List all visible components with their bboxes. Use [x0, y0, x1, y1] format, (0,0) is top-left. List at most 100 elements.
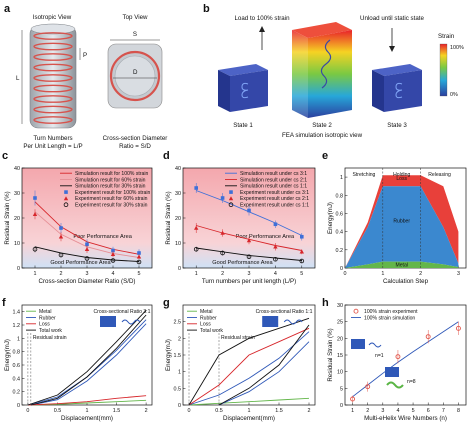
panel-label: g	[163, 297, 170, 309]
legend-entry: Simulation result under cs 2:1	[240, 177, 307, 183]
loss-area	[345, 175, 459, 268]
metal-area	[345, 261, 459, 268]
data-point	[110, 258, 116, 263]
colorbar-max: 100%	[450, 45, 464, 51]
data-point	[136, 259, 142, 265]
colorbar-min: 0%	[450, 92, 458, 98]
y-tick-label: 1.5	[174, 353, 182, 359]
panel-label: h	[322, 297, 329, 309]
x-tick-label: 3	[381, 408, 384, 414]
inset-label-n8: n=8	[407, 379, 416, 385]
data-point	[63, 196, 69, 201]
data-point	[110, 252, 116, 257]
x-axis-label: Multi-eHelix Wire Numbers (n)	[364, 415, 447, 422]
x-tick-label: 1	[86, 408, 89, 414]
energy-curve	[188, 317, 310, 406]
unload-text: Unload until static state	[360, 15, 425, 22]
helix-turn	[33, 84, 73, 93]
y-tick-label: 10	[14, 241, 20, 247]
inset-label-n1: n=1	[375, 353, 384, 359]
x-tick-label: 1	[381, 271, 384, 277]
state-2-block	[292, 22, 352, 118]
caption-right-2: Ratio = S/D	[119, 143, 151, 150]
y-tick-label: 2.5	[174, 320, 182, 326]
panel-label: f	[2, 297, 6, 309]
helix-turn	[33, 42, 73, 51]
data-point	[246, 254, 252, 260]
panel-label: d	[163, 150, 170, 162]
panel-g: g 0 0.5 1 1.5 2 0 0.5 1 1.5 2 2.5 Displacement(mm) En…	[163, 297, 316, 422]
good-zone-label: Good Performance Area	[212, 260, 273, 266]
legend-entry: Simulation result for 60% strain	[75, 177, 146, 183]
data-point	[247, 208, 251, 213]
data-point	[84, 256, 90, 261]
legend-entry: Experiment result for 30% strain	[75, 203, 148, 209]
data-point	[395, 354, 401, 360]
x-axis-label: Turn numbers per unit length (L/P)	[202, 278, 296, 285]
data-point	[32, 246, 38, 252]
helix-turn	[33, 53, 73, 61]
fea-caption: FEA simulation isotropic view	[282, 132, 363, 139]
x-axis-label: Displacement(mm)	[223, 415, 275, 422]
legend-entry: Loss	[39, 322, 50, 328]
x-tick-label: 2	[419, 271, 422, 277]
legend-entry: Experiment result under cs 2:1	[240, 196, 309, 202]
x-axis-label: Cross-section Diameter Ratio (S/D)	[39, 278, 136, 285]
iso-view-title: Isotropic View	[33, 14, 72, 21]
energy-curve	[27, 395, 147, 406]
data-point	[220, 230, 225, 235]
inset-title: Cross-sectional Ratio 1:1	[256, 309, 313, 315]
panel-label: c	[2, 150, 8, 162]
x-tick-label: 2	[308, 408, 311, 414]
dim-P: P	[83, 52, 87, 59]
data-point	[194, 225, 199, 230]
load-text: Load to 100% strain	[234, 15, 290, 22]
y-tick-label: 5	[340, 386, 343, 392]
helix-coil	[33, 32, 73, 124]
panel-a: a Isotropic View Top View L P S D Turn N…	[4, 3, 167, 150]
stage-label: Holding	[393, 172, 410, 178]
data-point	[85, 242, 89, 247]
legend-entry: Rubber	[39, 315, 56, 321]
data-point	[228, 196, 234, 201]
inset-wire	[283, 319, 303, 325]
x-tick-label: 1.5	[275, 408, 283, 414]
x-tick-label: 5	[300, 271, 303, 277]
caption-right-1: Cross-section Diameter	[103, 135, 168, 142]
data-point	[425, 334, 431, 340]
y-tick-label: 10	[337, 370, 343, 376]
y-tick-label: 1.2	[13, 323, 21, 329]
data-point	[58, 252, 64, 258]
energy-curve	[218, 324, 310, 406]
state-3-label: State 3	[387, 122, 407, 129]
energy-curve	[188, 327, 310, 406]
y-tick-label: 20	[175, 216, 181, 222]
data-point	[32, 212, 38, 217]
x-tick-label: 5	[138, 271, 141, 277]
legend-entry: Metal	[200, 309, 212, 315]
y-axis-label: Residual Strain (%)	[4, 191, 11, 244]
y-axis-label: Residual Strain (%)	[327, 328, 334, 381]
inset-block	[100, 316, 116, 327]
x-tick-label: 1	[195, 271, 198, 277]
y-tick-label: 20	[337, 336, 343, 342]
data-point	[350, 396, 356, 402]
x-tick-label: 4	[274, 271, 277, 277]
x-tick-label: 0	[344, 271, 347, 277]
data-point	[194, 186, 198, 190]
x-tick-label: 3	[86, 271, 89, 277]
energy-curve	[30, 314, 147, 406]
panel-b: b Load to 100% strain Unload until stati…	[203, 3, 464, 139]
legend-entry: Experiment result for 60% strain	[75, 196, 148, 202]
dim-L: L	[16, 75, 20, 82]
data-point	[246, 238, 252, 243]
data-point	[273, 256, 278, 262]
legend-entry: 100% strain experiment	[364, 309, 418, 315]
inset-wire	[368, 342, 382, 348]
y-tick-label: 0	[340, 266, 343, 272]
x-tick-label: 0.5	[54, 408, 62, 414]
residual-annotation: Residual strain	[33, 335, 67, 341]
panel-label: e	[322, 150, 328, 162]
data-point	[63, 202, 69, 208]
